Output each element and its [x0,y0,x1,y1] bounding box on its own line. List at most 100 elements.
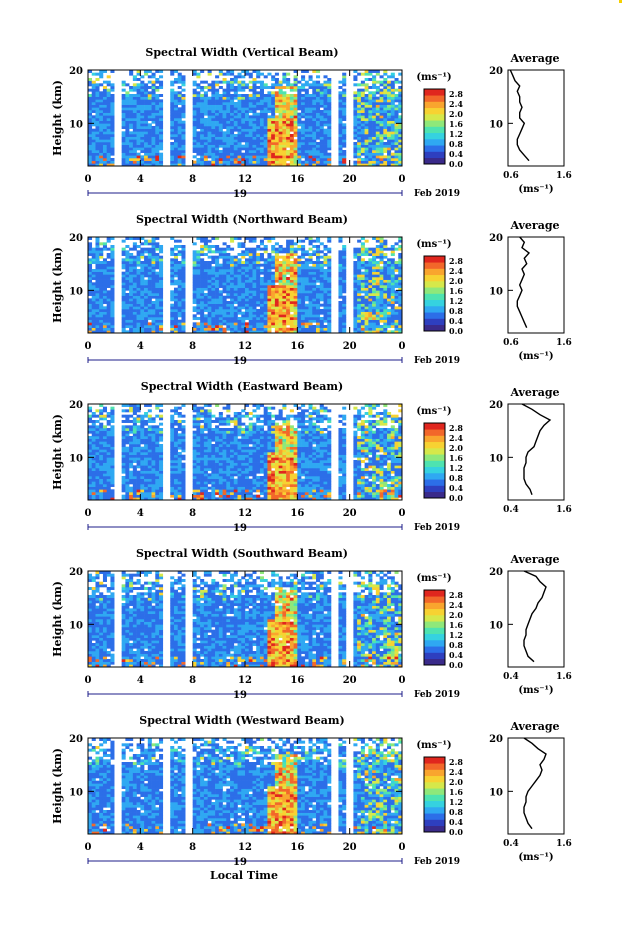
heatmap-cell [297,145,301,148]
heatmap-cell [305,105,309,108]
heatmap-cell [148,317,152,320]
colorbar-swatch [424,95,445,102]
heatmap-cell [103,415,107,418]
heatmap-cell [279,155,283,158]
heatmap-cell [137,293,141,296]
heatmap-cell [361,285,365,288]
heatmap-cell [376,107,380,110]
heatmap-cell [271,312,275,315]
heatmap-cell [110,274,114,277]
heatmap-cell [353,282,357,285]
heatmap-cell [353,293,357,296]
heatmap-cell [88,328,92,331]
heatmap-cell [125,113,129,116]
heatmap-cell [103,288,107,291]
heatmap-cell [372,250,376,253]
heatmap-cell [271,155,275,158]
heatmap-cell [294,266,298,269]
heatmap-cell [380,258,384,261]
heatmap-cell [234,110,238,113]
heatmap-cell [383,290,387,293]
heatmap-cell [226,248,230,251]
heatmap-cell [110,285,114,288]
heatmap-cell [107,463,111,466]
heatmap-cell [181,161,185,164]
heatmap-cell [252,99,256,102]
heatmap-cell [200,282,204,285]
heatmap-cell [129,325,133,328]
heatmap-cell [152,97,156,100]
heatmap-cell [99,272,103,275]
heatmap-cell [103,269,107,272]
heatmap-cell [129,264,133,267]
heatmap-cell [327,83,331,86]
heatmap-cell [301,113,305,116]
heatmap-cell [279,269,283,272]
heatmap-cell [252,91,256,94]
heatmap-cell [301,328,305,331]
heatmap-cell [372,325,376,328]
heatmap-cell [178,155,182,158]
heatmap-cell [181,306,185,309]
heatmap-cell [286,73,290,76]
heatmap-cell [234,328,238,331]
heatmap-cell [92,433,96,436]
heatmap-cell [219,161,223,164]
heatmap-cell [241,266,245,269]
heatmap-cell [305,83,309,86]
heatmap-cell [137,129,141,132]
heatmap-cell [204,274,208,277]
heatmap-cell [271,250,275,253]
heatmap-cell [387,110,391,113]
heatmap-cell [174,94,178,97]
heatmap-cell [338,293,342,296]
heatmap-cell [208,328,212,331]
heatmap-cell [294,298,298,301]
heatmap-cell [320,126,324,129]
heatmap-cell [88,269,92,272]
heatmap-cell [152,94,156,97]
heatmap-cell [252,301,256,304]
heatmap-cell [174,81,178,84]
heatmap-cell [95,137,99,140]
heatmap-cell [338,147,342,150]
heatmap-cell [200,304,204,307]
heatmap-cell [122,301,126,304]
heatmap-cell [208,269,212,272]
heatmap-cell [338,314,342,317]
heatmap-cell [279,314,283,317]
heatmap-cell [372,147,376,150]
heatmap-cell [92,272,96,275]
heatmap-cell [327,266,331,269]
heatmap-cell [361,99,365,102]
heatmap-cell [286,253,290,256]
heatmap-cell [260,155,264,158]
heatmap-cell [380,126,384,129]
heatmap-cell [133,269,137,272]
heatmap-cell [238,113,242,116]
heatmap-cell [204,81,208,84]
heatmap-cell [260,73,264,76]
heatmap-cell [178,272,182,275]
heatmap-cell [365,296,369,299]
heatmap-cell [181,245,185,248]
heatmap-cell [144,115,148,118]
heatmap-cell [275,274,279,277]
heatmap-cell [357,258,361,261]
heatmap-cell [208,83,212,86]
heatmap-cell [320,317,324,320]
heatmap-cell [279,99,283,102]
heatmap-cell [129,290,133,293]
heatmap-cell [174,158,178,161]
heatmap-cell [286,322,290,325]
heatmap-cell [305,118,309,121]
heatmap-cell [275,137,279,140]
heatmap-cell [324,102,328,105]
heatmap-cell [223,81,227,84]
heatmap-cell [282,123,286,126]
heatmap-cell [275,81,279,84]
heatmap-cell [178,314,182,317]
heatmap-cell [324,264,328,267]
heatmap-cell [215,328,219,331]
heatmap-cell [309,75,313,78]
